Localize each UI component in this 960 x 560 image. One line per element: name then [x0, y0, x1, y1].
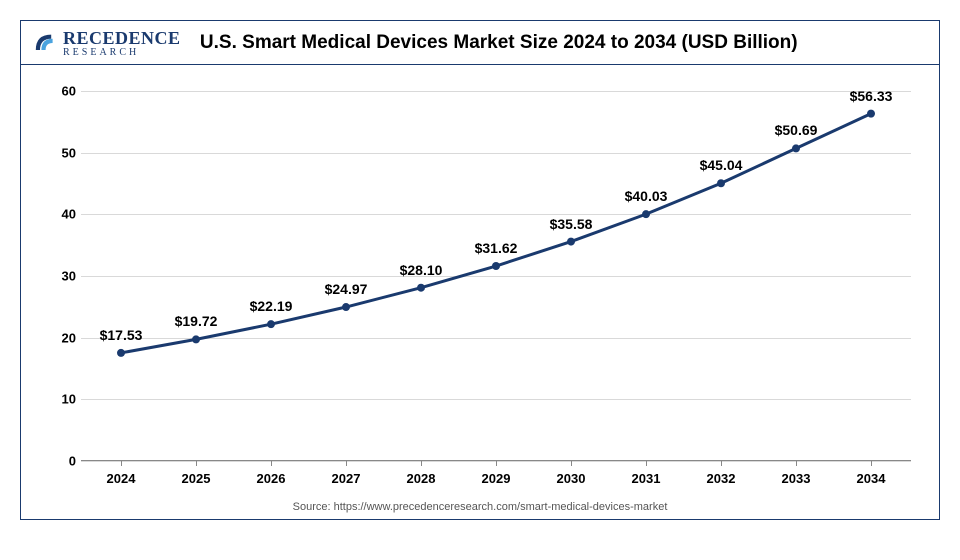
line-chart: [81, 91, 911, 461]
y-axis-label: 40: [51, 207, 76, 222]
x-axis-label: 2033: [782, 471, 811, 486]
x-tick-mark: [196, 461, 197, 466]
data-label: $17.53: [100, 327, 143, 343]
x-tick-mark: [421, 461, 422, 466]
logo-swoosh-icon: [33, 29, 61, 57]
x-axis-label: 2028: [407, 471, 436, 486]
x-tick-mark: [121, 461, 122, 466]
data-label: $45.04: [700, 157, 743, 173]
logo-text: RECEDENCE: [63, 28, 181, 49]
data-label: $22.19: [250, 298, 293, 314]
data-point: [492, 262, 500, 270]
data-label: $50.69: [775, 122, 818, 138]
data-point: [342, 303, 350, 311]
data-label: $56.33: [850, 88, 893, 104]
y-axis-label: 50: [51, 145, 76, 160]
x-tick-mark: [871, 461, 872, 466]
x-axis-label: 2027: [332, 471, 361, 486]
x-tick-mark: [346, 461, 347, 466]
x-axis-label: 2030: [557, 471, 586, 486]
data-point: [267, 320, 275, 328]
chart-container: RECEDENCE RESEARCH U.S. Smart Medical De…: [20, 20, 940, 520]
logo: RECEDENCE RESEARCH: [33, 28, 181, 58]
x-tick-mark: [646, 461, 647, 466]
data-point: [867, 110, 875, 118]
data-label: $40.03: [625, 188, 668, 204]
header: RECEDENCE RESEARCH U.S. Smart Medical De…: [21, 21, 939, 65]
data-label: $28.10: [400, 262, 443, 278]
data-label: $35.58: [550, 216, 593, 232]
x-tick-mark: [496, 461, 497, 466]
data-label: $24.97: [325, 281, 368, 297]
x-axis-label: 2025: [182, 471, 211, 486]
x-axis-label: 2024: [107, 471, 136, 486]
data-line: [121, 114, 871, 353]
y-axis-label: 20: [51, 330, 76, 345]
y-axis-label: 0: [51, 454, 76, 469]
x-axis-label: 2034: [857, 471, 886, 486]
x-tick-mark: [571, 461, 572, 466]
chart-area: 0102030405060202420252026202720282029203…: [81, 91, 911, 461]
data-label: $19.72: [175, 313, 218, 329]
data-point: [642, 210, 650, 218]
data-point: [717, 179, 725, 187]
x-axis-label: 2031: [632, 471, 661, 486]
data-point: [417, 284, 425, 292]
x-tick-mark: [271, 461, 272, 466]
data-label: $31.62: [475, 240, 518, 256]
data-point: [792, 144, 800, 152]
x-axis-label: 2026: [257, 471, 286, 486]
logo-subtext: RESEARCH: [63, 47, 181, 58]
source-text: Source: https://www.precedenceresearch.c…: [21, 501, 939, 513]
chart-title: U.S. Smart Medical Devices Market Size 2…: [181, 32, 927, 54]
y-axis-label: 10: [51, 392, 76, 407]
y-axis-label: 60: [51, 84, 76, 99]
data-point: [117, 349, 125, 357]
x-axis-label: 2029: [482, 471, 511, 486]
x-tick-mark: [721, 461, 722, 466]
y-axis-label: 30: [51, 269, 76, 284]
x-axis-label: 2032: [707, 471, 736, 486]
data-point: [192, 335, 200, 343]
data-point: [567, 238, 575, 246]
x-tick-mark: [796, 461, 797, 466]
